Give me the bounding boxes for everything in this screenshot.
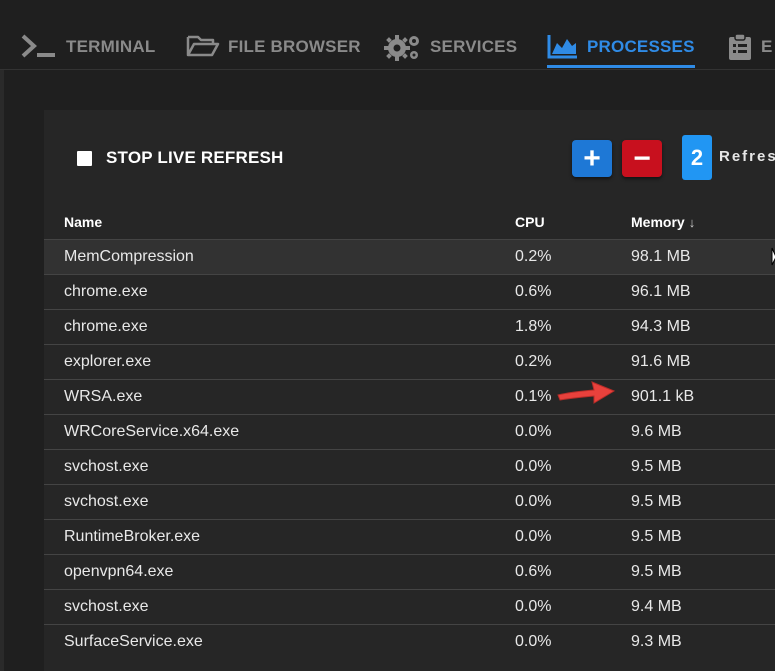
memory-cell: 9.5 MB — [631, 493, 682, 510]
column-header-name[interactable]: Name — [64, 214, 103, 230]
plus-icon: + — [583, 141, 601, 175]
cpu-cell: 0.6% — [515, 283, 552, 300]
memory-cell: 9.5 MB — [631, 458, 682, 475]
column-header-memory-label: Memory — [631, 214, 685, 230]
terminal-icon — [21, 34, 55, 58]
annotation-arrow-icon — [557, 381, 616, 404]
tab-processes[interactable]: PROCESSES — [547, 26, 695, 68]
process-name-cell: MemCompression — [64, 248, 194, 265]
table-row[interactable]: WRCoreService.x64.exe 0.0% 9.6 MB — [44, 414, 775, 449]
table-body: MemCompression 0.2% 98.1 MB chrome.exe 0.6% 9… — [44, 239, 775, 659]
tab-file-browser-label: FILE BROWSER — [228, 37, 361, 56]
cpu-cell: 0.0% — [515, 598, 552, 615]
table-row[interactable]: svchost.exe 0.0% 9.5 MB — [44, 484, 775, 519]
cpu-cell: 0.0% — [515, 528, 552, 545]
cpu-cell: 0.2% — [515, 353, 552, 370]
memory-cell: 9.3 MB — [631, 633, 682, 650]
process-name-cell: svchost.exe — [64, 598, 149, 615]
process-name-cell: chrome.exe — [64, 283, 148, 300]
process-name-cell: WRCoreService.x64.exe — [64, 423, 240, 440]
process-name-cell: svchost.exe — [64, 458, 149, 475]
table-row[interactable]: svchost.exe 0.0% 9.5 MB — [44, 449, 775, 484]
memory-cell: 96.1 MB — [631, 283, 691, 300]
table-header: Name CPU Memory ↓ — [44, 200, 775, 239]
table-row[interactable]: WRSA.exe 0.1% 901.1 kB — [44, 379, 775, 414]
cpu-cell: 0.0% — [515, 493, 552, 510]
table-row[interactable]: SurfaceService.exe 0.0% 9.3 MB — [44, 624, 775, 659]
live-refresh-checkbox[interactable] — [77, 151, 92, 166]
cpu-cell: 0.2% — [515, 248, 552, 265]
table-row[interactable]: svchost.exe 0.0% 9.4 MB — [44, 589, 775, 624]
process-name-cell: chrome.exe — [64, 318, 148, 335]
increase-interval-button[interactable]: + — [572, 140, 612, 177]
cpu-cell: 1.8% — [515, 318, 552, 335]
refresh-interval-value: 2 — [682, 135, 712, 180]
process-name-cell: svchost.exe — [64, 493, 149, 510]
memory-cell: 901.1 kB — [631, 388, 695, 405]
memory-cell: 91.6 MB — [631, 353, 691, 370]
process-name-cell: openvpn64.exe — [64, 563, 174, 580]
memory-cell: 9.6 MB — [631, 423, 682, 440]
minus-icon: − — [633, 141, 651, 175]
memory-cell: 9.4 MB — [631, 598, 682, 615]
sort-descending-icon: ↓ — [688, 215, 696, 230]
column-header-cpu[interactable]: CPU — [515, 214, 545, 230]
table-row[interactable]: openvpn64.exe 0.6% 9.5 MB — [44, 554, 775, 589]
process-name-cell: explorer.exe — [64, 353, 152, 370]
process-table: Name CPU Memory ↓ MemCompression 0.2% 98.1 … — [44, 200, 775, 659]
cpu-cell: 0.0% — [515, 423, 552, 440]
memory-cell: 98.1 MB — [631, 248, 691, 265]
tab-file-browser[interactable]: FILE BROWSER — [186, 26, 361, 68]
tab-terminal-label: TERMINAL — [66, 37, 156, 56]
cpu-cell: 0.6% — [515, 563, 552, 580]
decrease-interval-button[interactable]: − — [622, 140, 662, 177]
table-row[interactable]: RuntimeBroker.exe 0.0% 9.5 MB — [44, 519, 775, 554]
left-gutter — [0, 70, 4, 671]
area-chart-icon — [547, 35, 577, 59]
table-row[interactable]: chrome.exe 0.6% 96.1 MB — [44, 274, 775, 309]
mouse-cursor-icon — [771, 247, 775, 266]
tab-bar: TERMINAL FILE BROWSER SERVICES — [0, 0, 775, 70]
memory-cell: 94.3 MB — [631, 318, 691, 335]
gears-icon — [384, 35, 419, 61]
tab-processes-label: PROCESSES — [587, 37, 695, 56]
processes-toolbar: STOP LIVE REFRESH + − 2 Refresh — [44, 110, 775, 200]
tab-terminal[interactable]: TERMINAL — [20, 26, 155, 68]
column-header-memory[interactable]: Memory ↓ — [631, 214, 695, 230]
tab-services-label: SERVICES — [430, 37, 518, 56]
cpu-cell: 0.0% — [515, 633, 552, 650]
memory-cell: 9.5 MB — [631, 563, 682, 580]
live-refresh-label[interactable]: STOP LIVE REFRESH — [106, 148, 284, 167]
tab-events[interactable]: E — [727, 26, 773, 68]
table-row[interactable]: explorer.exe 0.2% 91.6 MB — [44, 344, 775, 379]
refresh-label: Refresh — [719, 148, 775, 165]
clipboard-list-icon — [729, 33, 751, 60]
tab-events-label: E — [761, 37, 773, 56]
process-name-cell: WRSA.exe — [64, 388, 143, 405]
cpu-cell: 0.1% — [515, 388, 552, 405]
table-row[interactable]: chrome.exe 1.8% 94.3 MB — [44, 309, 775, 344]
table-row[interactable]: MemCompression 0.2% 98.1 MB — [44, 239, 775, 274]
tab-services[interactable]: SERVICES — [384, 26, 517, 68]
processes-panel: STOP LIVE REFRESH + − 2 Refresh Name CPU… — [44, 110, 775, 671]
cpu-cell: 0.0% — [515, 458, 552, 475]
memory-cell: 9.5 MB — [631, 528, 682, 545]
process-name-cell: SurfaceService.exe — [64, 633, 203, 650]
folder-open-icon — [186, 35, 220, 57]
process-name-cell: RuntimeBroker.exe — [64, 528, 201, 545]
